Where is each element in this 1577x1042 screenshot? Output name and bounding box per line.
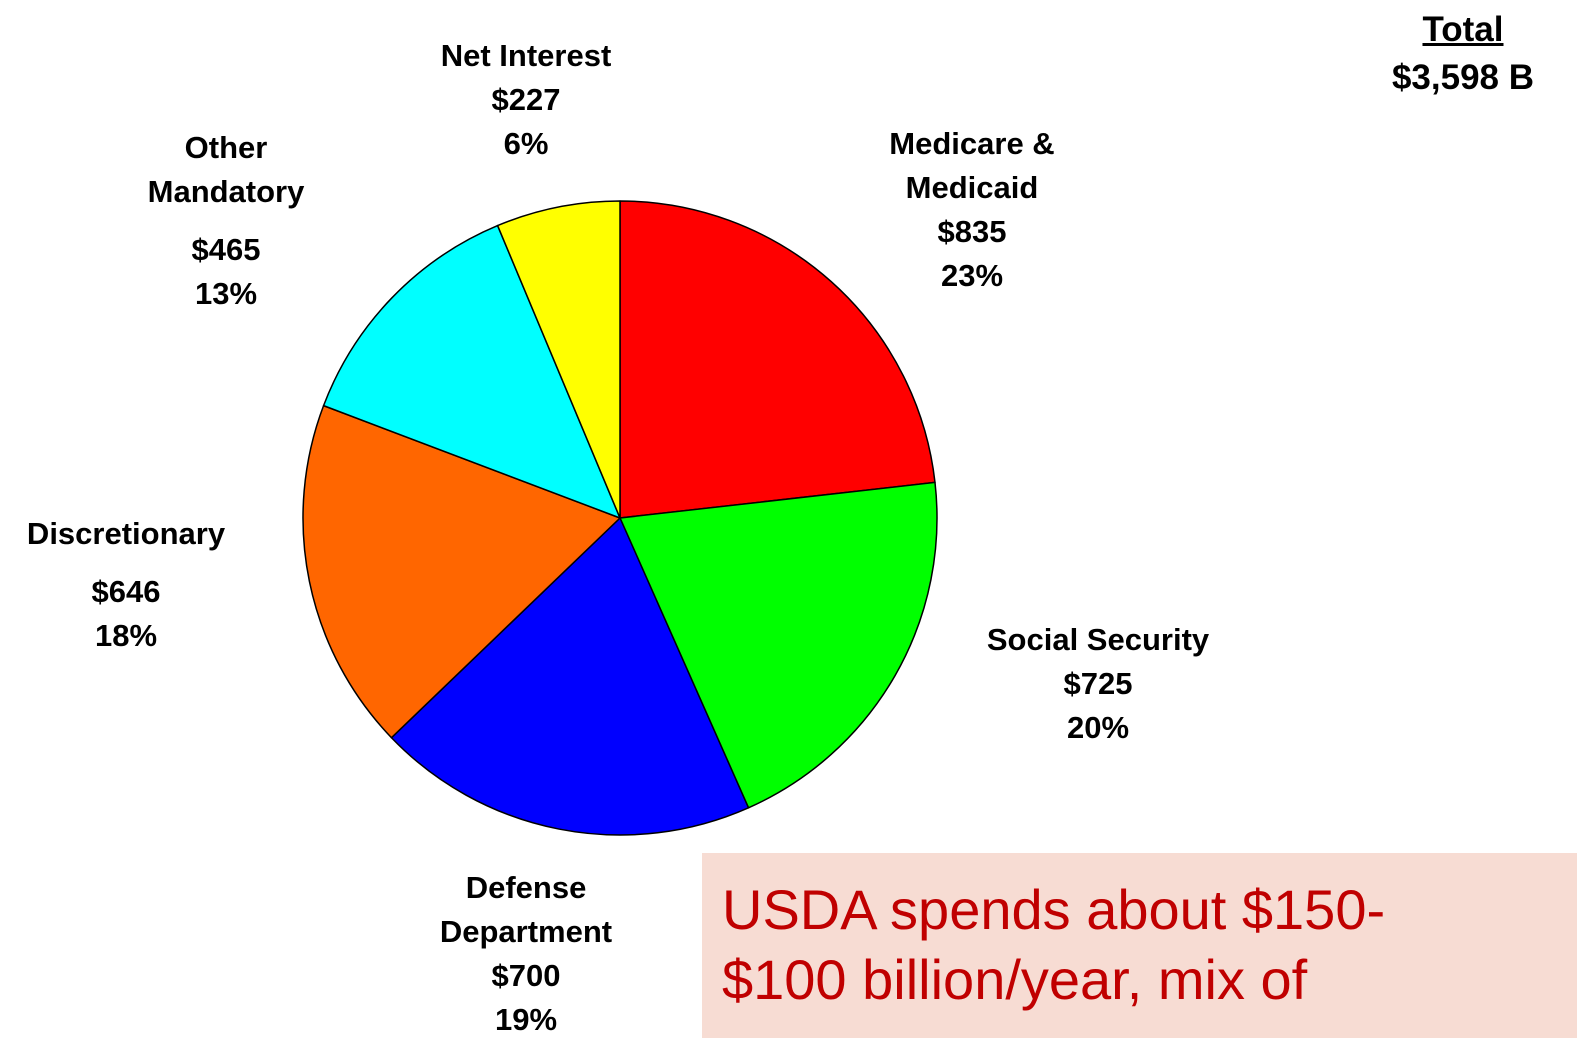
pie-slice-defense-department (390, 517, 750, 836)
label-social-security-value: $725 (1063, 666, 1133, 701)
total-value: $3,598 B (1391, 58, 1535, 97)
label-net-interest-percent: 6% (503, 126, 549, 161)
label-defense-department-percent: 19% (494, 1002, 558, 1037)
label-defense-department-value: $700 (491, 958, 561, 993)
pie-slice-other-mandatory (322, 224, 621, 519)
label-medicare-medicaid-name-2: Medicaid (905, 170, 1039, 205)
total-heading: Total (1422, 10, 1504, 49)
pie-slice-net-interest (496, 200, 621, 519)
label-other-mandatory-name-1: Other (184, 130, 268, 165)
pie-slice-medicare-medicaid (619, 200, 936, 519)
callout-line-1: USDA spends about $150- (722, 878, 1386, 941)
label-medicare-medicaid-value: $835 (937, 214, 1007, 249)
label-other-mandatory-value: $465 (191, 232, 261, 267)
label-social-security-name: Social Security (986, 622, 1210, 657)
label-net-interest-name: Net Interest (440, 38, 612, 73)
label-social-security-percent: 20% (1066, 710, 1130, 745)
pie-slice-social-security (619, 481, 938, 809)
label-defense-department-name-1: Defense (465, 870, 587, 905)
callout-line-2: $100 billion/year, mix of (722, 948, 1308, 1011)
label-other-mandatory: Other Mandatory $465 13% (148, 126, 305, 316)
label-medicare-medicaid: Medicare & Medicaid $835 23% (889, 122, 1054, 298)
usda-callout: USDA spends about $150- $100 billion/yea… (702, 853, 1577, 1038)
label-defense-department-name-2: Department (439, 914, 613, 949)
label-other-mandatory-percent: 13% (194, 276, 258, 311)
label-defense-department: Defense Department $700 19% (440, 866, 612, 1042)
label-discretionary: Discretionary $646 18% (27, 512, 225, 658)
label-discretionary-percent: 18% (94, 618, 158, 653)
label-net-interest: Net Interest $227 6% (441, 34, 612, 166)
label-social-security: Social Security $725 20% (987, 618, 1209, 750)
label-net-interest-value: $227 (491, 82, 561, 117)
total-block: Total $3,598 B (1392, 6, 1534, 102)
label-discretionary-name: Discretionary (26, 516, 226, 551)
label-medicare-medicaid-name-1: Medicare & (889, 126, 1055, 161)
label-medicare-medicaid-percent: 23% (940, 258, 1004, 293)
label-discretionary-value: $646 (91, 574, 161, 609)
label-other-mandatory-name-2: Mandatory (147, 174, 305, 209)
